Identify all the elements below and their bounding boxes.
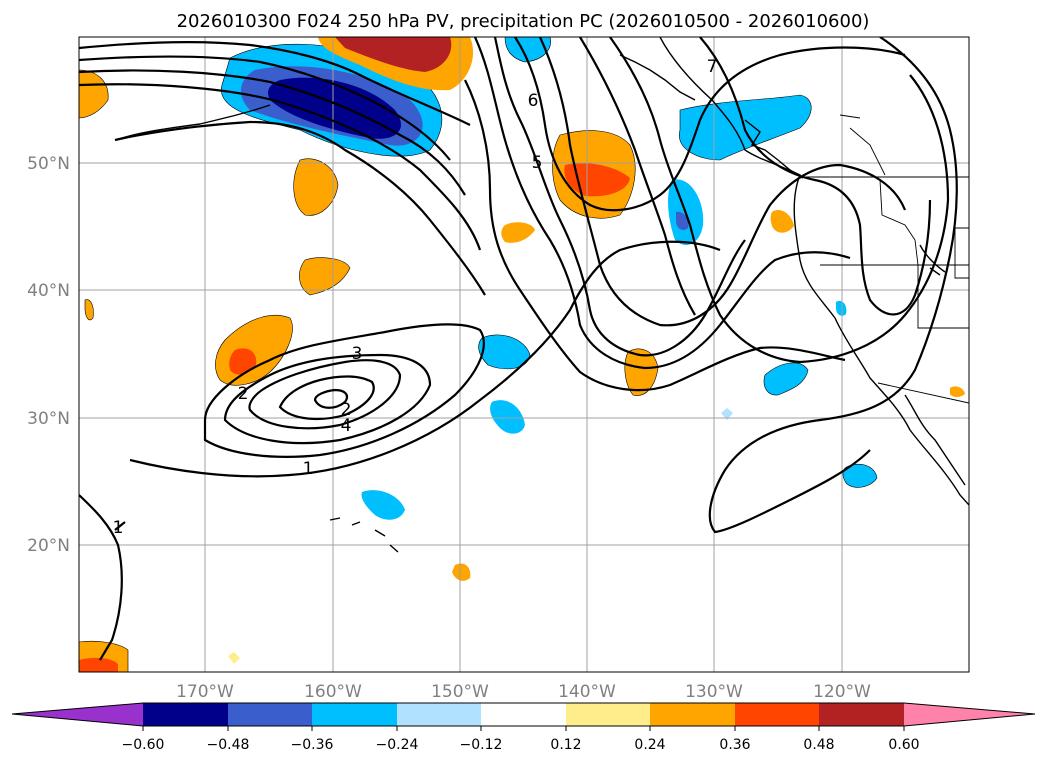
colorbar-tick-label: 0.12 — [550, 737, 581, 753]
contour-label: 3 — [352, 344, 363, 364]
contour-label: 2 — [238, 384, 249, 404]
lon-tick-label: 170°W — [176, 682, 234, 702]
colorbar-tick-label: 0.60 — [888, 737, 919, 753]
colorbar-tick-label: −0.24 — [376, 737, 419, 753]
precip-positive-shading — [79, 37, 965, 672]
lon-tick-label: 150°W — [431, 682, 489, 702]
colorbar-bin — [566, 703, 650, 726]
lat-tick-label: 50°N — [27, 154, 70, 174]
latitude-tick-labels: 50°N 40°N 30°N 20°N — [27, 154, 70, 556]
pv-contour-labels: 1 2 3 4 5 6 7 2 1 — [113, 57, 718, 538]
colorbar-extend-low — [12, 703, 143, 726]
contour-label: 4 — [341, 416, 352, 436]
lon-tick-label: 120°W — [813, 682, 871, 702]
map-frame — [78, 36, 970, 673]
colorbar-bin — [228, 703, 312, 726]
colorbar-tick-label: −0.60 — [122, 737, 165, 753]
colorbar-tick-label: 0.36 — [719, 737, 750, 753]
longitude-tick-labels: 170°W 160°W 150°W 140°W 130°W 120°W — [176, 682, 871, 702]
contour-label: 1 — [303, 459, 314, 479]
pv-contours — [79, 37, 958, 661]
contour-label: 1 — [113, 518, 124, 538]
map-panel: 1 2 3 4 5 6 7 2 1 — [79, 37, 969, 672]
contour-label: 2 — [341, 400, 352, 420]
colorbar-tick-label: −0.36 — [291, 737, 334, 753]
lon-tick-label: 140°W — [558, 682, 616, 702]
lat-tick-label: 40°N — [27, 281, 70, 301]
colorbar-bin — [735, 703, 819, 726]
colorbar-bin — [397, 703, 481, 726]
lon-tick-label: 130°W — [685, 682, 743, 702]
contour-label: 5 — [532, 153, 543, 173]
colorbar-bin — [650, 703, 735, 726]
colorbar: −0.60 −0.48 −0.36 −0.24 −0.12 0.12 0.24 … — [11, 702, 1036, 753]
colorbar-tick-label: −0.12 — [460, 737, 503, 753]
colorbar-extend-high — [904, 703, 1035, 726]
colorbar-tick-label: 0.48 — [803, 737, 834, 753]
colorbar-tick-label: −0.48 — [207, 737, 250, 753]
figure-title: 2026010300 F024 250 hPa PV, precipitatio… — [177, 11, 870, 32]
colorbar-bin — [481, 703, 566, 726]
lon-tick-label: 160°W — [304, 682, 362, 702]
lat-tick-label: 20°N — [27, 536, 70, 556]
colorbar-bin — [143, 703, 228, 726]
colorbar-bin — [819, 703, 904, 726]
colorbar-tick-label: 0.24 — [634, 737, 665, 753]
contour-label: 7 — [707, 57, 718, 77]
lat-tick-label: 30°N — [27, 409, 70, 429]
colorbar-bin — [312, 703, 397, 726]
contour-label: 6 — [528, 91, 539, 111]
